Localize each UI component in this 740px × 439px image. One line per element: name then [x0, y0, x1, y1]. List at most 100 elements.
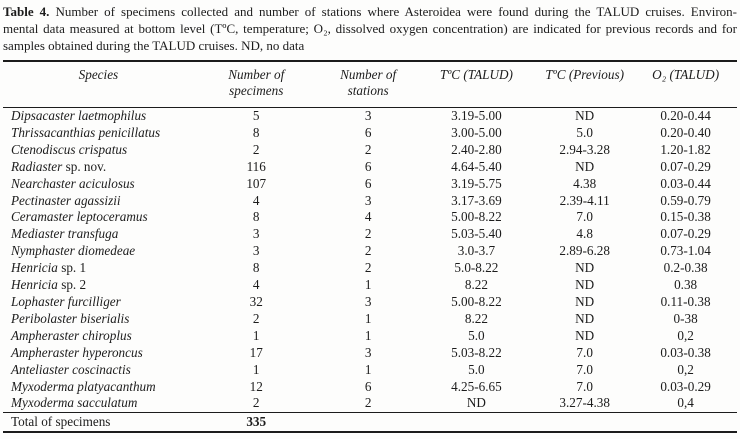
specimens-count-cell: 116: [246, 158, 266, 174]
oxygen-talud-cell: 0.20-0.40: [660, 124, 711, 140]
stations-count-cell: 3: [364, 108, 372, 123]
temp-talud-cell: 5.00-8.22: [451, 209, 502, 225]
caption-line-3: samples obtained during the TALUD cruise…: [3, 38, 305, 53]
col-header-temp-talud: TºC (TALUD): [417, 61, 536, 108]
species-name-italic: Ceramaster leptoceramus: [11, 209, 148, 225]
table-row: Lophaster furcilliger 32 3 5.00-8.22 ND …: [3, 294, 737, 311]
temp-talud-cell: 3.19-5.00: [451, 108, 502, 123]
table-row: Ceramaster leptoceramus 8 4 5.00-8.22 7.…: [3, 209, 737, 226]
col-header-oxygen-talud: O₂ (TALUD): [634, 61, 737, 108]
specimens-count-cell: 32: [249, 293, 263, 309]
caption-line-1: Table 4. Number of specimens collected a…: [3, 3, 737, 20]
oxygen-talud-cell: 0.03-0.29: [660, 378, 711, 394]
temp-talud-cell: 3.17-3.69: [451, 192, 502, 208]
stations-count-cell: 1: [364, 310, 372, 326]
table-row: Ampheraster chiroplus 1 1 5.0 ND 0,2: [3, 328, 737, 345]
temp-previous-cell: 5.0: [576, 124, 593, 140]
species-name-italic: Mediaster transfuga: [11, 226, 119, 242]
col-header-specimens: Number of specimens: [193, 61, 319, 108]
oxygen-talud-cell: 0.03-0.44: [660, 175, 711, 191]
species-cell: Nearchaster aciculosus: [3, 176, 194, 193]
species-cell: Myxoderma platyacanthum: [3, 379, 194, 396]
species-name-roman: sp. 2: [57, 277, 87, 293]
oxygen-talud-cell: 0.73-1.04: [660, 243, 711, 259]
temp-talud-cell: 4.64-5.40: [451, 158, 502, 174]
temp-talud-cell: 4.25-6.65: [451, 378, 502, 394]
temp-previous-cell: ND: [575, 293, 595, 309]
stations-count-cell: 2: [364, 243, 372, 259]
stations-count-cell: 1: [364, 361, 372, 377]
table-row: Nymphaster diomedeae 3 2 3.0-3.7 2.89-6.…: [3, 243, 737, 260]
specimens-count-cell: 8: [252, 209, 260, 225]
temp-talud-cell: 8.22: [464, 277, 488, 293]
species-cell: Pectinaster agassizii: [3, 193, 194, 210]
species-cell: Peribolaster biserialis: [3, 311, 194, 328]
species-cell: Dipsacaster laetmophilus: [3, 108, 194, 125]
table-row: Henricia sp. 1 8 2 5.0-8.22 ND 0.2-0.38: [3, 260, 737, 277]
col-header-stations-label2: stations: [347, 83, 389, 98]
temp-previous-cell: 7.0: [576, 209, 593, 225]
table-row: Henricia sp. 2 4 1 8.22 ND 0.38: [3, 277, 737, 294]
temp-talud-cell: ND: [466, 395, 486, 411]
table-row: Myxoderma sacculatum 2 2 ND 3.27-4.38 0,…: [3, 395, 737, 412]
temp-talud-cell: 8.22: [464, 310, 488, 326]
temp-previous-cell: ND: [575, 277, 595, 293]
stations-count-cell: 2: [364, 260, 372, 276]
species-cell: Radiaster sp. nov.: [3, 159, 194, 176]
specimens-count-cell: 5: [252, 108, 260, 123]
oxygen-talud-cell: 0.03-0.38: [660, 344, 711, 360]
species-name-italic: Nymphaster diomedeae: [11, 243, 136, 259]
species-name-italic: Ampheraster chiroplus: [11, 327, 132, 343]
temp-talud-cell: 2.40-2.80: [451, 141, 502, 157]
table-row: Ampheraster hyperoncus 17 3 5.03-8.22 7.…: [3, 345, 737, 362]
table-row: Thrissacanthias penicillatus 8 6 3.00-5.…: [3, 125, 737, 142]
col-header-specimens-label2: specimens: [229, 83, 284, 98]
stations-count-cell: 3: [364, 293, 372, 309]
oxygen-talud-cell: 1.20-1.82: [660, 141, 711, 157]
species-name-italic: Myxoderma sacculatum: [11, 395, 138, 411]
stations-count-cell: 6: [364, 175, 372, 191]
temp-talud-cell: 5.00-8.22: [451, 293, 502, 309]
temp-talud-cell: 3.0-3.7: [457, 243, 496, 259]
species-name-italic: Ampheraster hyperoncus: [11, 344, 143, 360]
temp-talud-cell: 5.0-8.22: [454, 260, 499, 276]
col-header-specimens-label: Number of: [228, 67, 285, 82]
table-footer: Total of specimens 335: [3, 412, 737, 433]
species-name-roman: sp. nov.: [62, 158, 107, 174]
temp-previous-cell: ND: [575, 310, 595, 326]
table-row: Peribolaster biserialis 2 1 8.22 ND 0-38: [3, 311, 737, 328]
oxygen-talud-cell: 0.38: [674, 277, 698, 293]
specimens-count-cell: 17: [249, 344, 263, 360]
species-name-italic: Thrissacanthias penicillatus: [11, 124, 161, 140]
table-row: Mediaster transfuga 3 2 5.03-5.40 4.8 0.…: [3, 226, 737, 243]
col-header-oxygen-talud-label: O₂ (TALUD): [652, 67, 720, 82]
species-cell: Henricia sp. 2: [3, 277, 194, 294]
total-empty-stations-cell: [318, 412, 418, 433]
oxygen-talud-cell: 0.59-0.79: [660, 192, 711, 208]
header-row: Species Number of specimens Number of st…: [3, 61, 737, 108]
oxygen-talud-cell: 0.20-0.44: [660, 108, 711, 123]
table-row: Pectinaster agassizii 4 3 3.17-3.69 2.39…: [3, 193, 737, 210]
oxygen-talud-cell: 0-38: [673, 310, 698, 326]
table-header: Species Number of specimens Number of st…: [3, 61, 737, 108]
temp-previous-cell: 2.94-3.28: [559, 141, 610, 157]
table-caption: Table 4. Number of specimens collected a…: [3, 3, 737, 54]
col-header-temp-previous-label: TºC (Previous): [545, 67, 624, 82]
stations-count-cell: 1: [364, 277, 372, 293]
species-name-italic: Dipsacaster laetmophilus: [11, 108, 147, 123]
stations-count-cell: 2: [364, 226, 372, 242]
table-row: Radiaster sp. nov. 116 6 4.64-5.40 ND 0.…: [3, 159, 737, 176]
species-cell: Thrissacanthias penicillatus: [3, 125, 194, 142]
specimens-count-cell: 3: [252, 226, 260, 242]
oxygen-talud-cell: 0.07-0.29: [660, 158, 711, 174]
temp-previous-cell: 2.89-6.28: [559, 243, 610, 259]
stations-count-cell: 3: [364, 192, 372, 208]
species-cell: Lophaster furcilliger: [3, 294, 194, 311]
stations-count-cell: 1: [364, 327, 372, 343]
species-name-italic: Radiaster: [11, 158, 63, 174]
temp-talud-cell: 5.03-8.22: [451, 344, 502, 360]
oxygen-talud-cell: 0,4: [677, 395, 694, 411]
species-name-italic: Henricia: [11, 277, 58, 293]
temp-previous-cell: ND: [575, 260, 595, 276]
